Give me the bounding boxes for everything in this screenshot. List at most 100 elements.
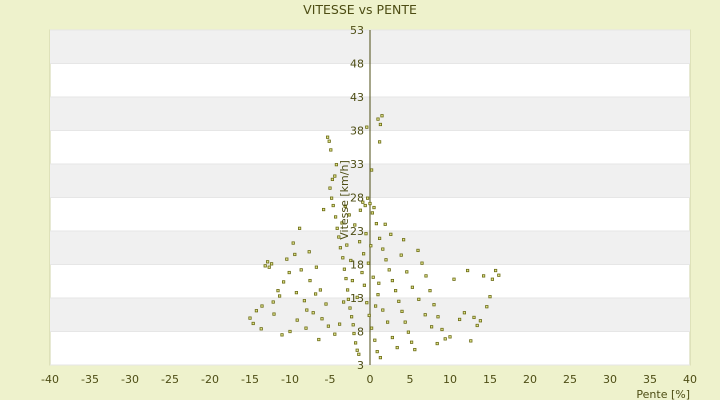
data-point	[357, 240, 362, 244]
data-point	[340, 221, 344, 225]
data-point	[406, 330, 411, 334]
data-point	[358, 208, 363, 212]
data-point	[348, 306, 352, 310]
data-point	[341, 256, 345, 260]
x-tick-label: 25	[563, 373, 577, 386]
data-point	[443, 337, 447, 341]
data-point	[317, 337, 321, 342]
data-point	[363, 203, 367, 208]
x-tick-label: -40	[41, 373, 59, 386]
data-point	[293, 252, 297, 257]
data-point	[448, 335, 452, 339]
data-point	[313, 292, 318, 296]
data-point	[353, 341, 358, 345]
data-point	[369, 326, 374, 330]
data-point	[378, 122, 383, 127]
data-point	[475, 323, 479, 328]
data-point	[346, 297, 351, 301]
data-point	[423, 313, 427, 317]
x-tick-label: 5	[407, 373, 414, 386]
data-point	[342, 267, 347, 271]
data-point	[373, 338, 377, 342]
data-point	[417, 297, 421, 301]
data-point	[383, 222, 387, 226]
data-point	[462, 311, 467, 315]
data-point	[259, 327, 263, 331]
data-point	[307, 250, 311, 254]
x-tick-labels: -40 -35 -30 -25 -20 -15 -10 -5 0 5 10 15 20 25 30 35 40	[41, 373, 697, 386]
data-point	[375, 349, 379, 354]
data-point	[329, 148, 333, 152]
data-point	[395, 345, 399, 350]
data-point	[409, 340, 414, 344]
data-point	[424, 274, 428, 278]
data-point	[299, 268, 303, 272]
data-point	[435, 341, 439, 346]
x-tick-label: -5	[325, 373, 336, 386]
data-point	[280, 333, 284, 337]
data-point	[337, 322, 342, 326]
data-point	[371, 275, 375, 279]
data-point	[478, 319, 483, 323]
data-point	[328, 186, 332, 190]
chart-title: VITESSE vs PENTE	[303, 2, 417, 17]
data-point	[333, 215, 338, 219]
data-point	[493, 268, 498, 273]
data-point	[349, 315, 354, 319]
data-point	[390, 278, 395, 283]
data-point	[397, 299, 401, 303]
data-point	[344, 276, 348, 281]
data-point	[377, 236, 382, 240]
data-point	[472, 315, 476, 320]
data-point	[490, 277, 495, 281]
data-point	[355, 348, 359, 352]
data-point	[410, 285, 415, 289]
data-point	[481, 274, 486, 278]
data-point	[263, 264, 267, 268]
data-point	[330, 177, 335, 182]
data-point	[251, 321, 255, 326]
data-point	[276, 289, 280, 293]
data-point	[287, 270, 291, 275]
data-point	[374, 222, 379, 226]
data-point	[377, 281, 381, 285]
data-point	[318, 288, 323, 292]
data-point	[254, 309, 258, 313]
data-point	[271, 300, 275, 304]
y-tick-label: 3	[357, 359, 364, 372]
data-point	[329, 196, 334, 200]
data-point	[387, 268, 391, 272]
data-point	[314, 265, 319, 269]
x-tick-label: 10	[443, 373, 457, 386]
data-point	[341, 300, 346, 304]
data-point	[381, 247, 385, 251]
data-point	[401, 238, 406, 242]
data-point	[376, 117, 380, 121]
x-tick-label: -35	[81, 373, 99, 386]
y-tick-label: 18	[350, 259, 364, 272]
data-point	[400, 309, 404, 314]
x-tick-label: 40	[683, 373, 697, 386]
data-point	[267, 265, 271, 269]
data-point	[324, 302, 328, 306]
data-point	[429, 325, 434, 329]
data-point	[440, 327, 444, 332]
x-tick-label: 35	[643, 373, 657, 386]
data-point	[350, 278, 355, 283]
data-point	[378, 356, 383, 360]
data-point	[380, 114, 384, 118]
data-point	[369, 168, 374, 172]
data-point	[362, 283, 367, 287]
data-point	[370, 211, 375, 215]
data-point	[333, 174, 337, 178]
data-point	[360, 270, 364, 275]
y-tick-label: 33	[350, 158, 364, 171]
data-point	[365, 301, 369, 305]
data-point	[269, 262, 274, 266]
y-tick-label: 8	[357, 326, 364, 339]
y-tick-label: 43	[350, 91, 364, 104]
data-point	[295, 318, 299, 322]
data-point	[311, 311, 315, 315]
data-point	[305, 308, 309, 312]
